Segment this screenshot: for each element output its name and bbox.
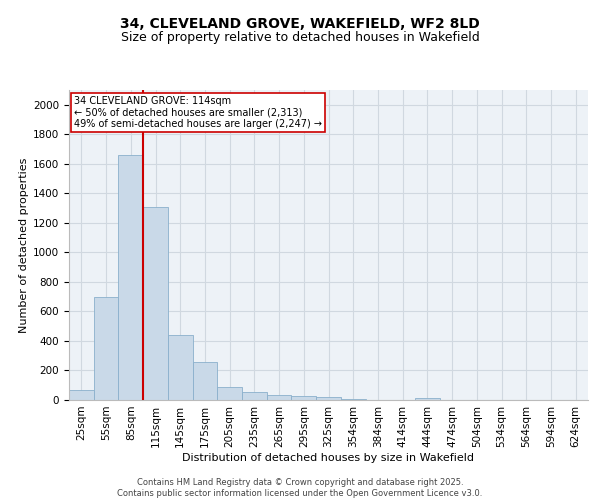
Bar	[242, 392, 267, 400]
Text: Contains HM Land Registry data © Crown copyright and database right 2025.
Contai: Contains HM Land Registry data © Crown c…	[118, 478, 482, 498]
Text: 34 CLEVELAND GROVE: 114sqm
← 50% of detached houses are smaller (2,313)
49% of s: 34 CLEVELAND GROVE: 114sqm ← 50% of deta…	[74, 96, 322, 130]
Bar	[415, 398, 440, 400]
Bar	[193, 362, 217, 400]
Y-axis label: Number of detached properties: Number of detached properties	[19, 158, 29, 332]
Text: Size of property relative to detached houses in Wakefield: Size of property relative to detached ho…	[121, 31, 479, 44]
Bar	[143, 206, 168, 400]
Bar	[267, 395, 292, 400]
Bar	[217, 386, 242, 400]
Bar	[168, 335, 193, 400]
Bar	[341, 398, 365, 400]
Bar	[69, 390, 94, 400]
Bar	[292, 396, 316, 400]
Text: 34, CLEVELAND GROVE, WAKEFIELD, WF2 8LD: 34, CLEVELAND GROVE, WAKEFIELD, WF2 8LD	[120, 18, 480, 32]
Bar	[118, 155, 143, 400]
Bar	[316, 397, 341, 400]
X-axis label: Distribution of detached houses by size in Wakefield: Distribution of detached houses by size …	[182, 452, 475, 462]
Bar	[94, 296, 118, 400]
